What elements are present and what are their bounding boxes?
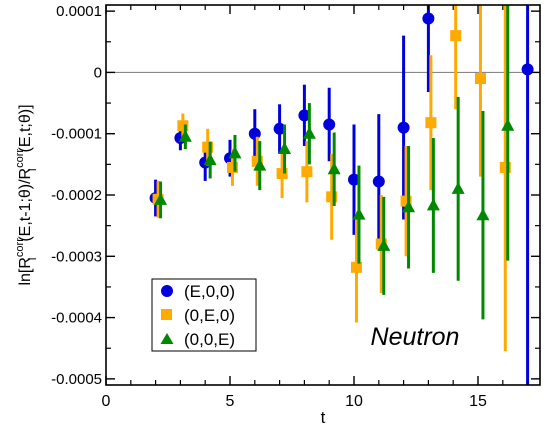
y-tick-label: -0.0005 [51,371,102,388]
y-axis-label-sup1: corr [14,238,26,257]
y-axis-label-sup2: corr [14,149,26,168]
data-point-square [425,117,437,129]
data-point-circle [422,12,435,25]
y-axis-label-sub2: i [27,168,39,170]
x-tick-label: 10 [345,393,363,410]
y-tick-label: -0.0002 [51,187,102,204]
y-axis-label-sub1: i [27,258,39,260]
data-point-circle [397,121,410,134]
data-point-circle [298,109,311,122]
x-tick-label: 0 [102,393,111,410]
data-point-circle [372,175,385,188]
y-axis-label-main: ln[R [17,257,34,285]
y-tick-label: -0.0003 [51,248,102,265]
y-tick-label: -0.0001 [51,126,102,143]
x-axis-label: t [321,408,326,427]
plot-frame [105,4,541,386]
data-point-triangle [302,126,316,139]
series-0 [149,5,534,385]
legend-label-0: (E,0,0) [184,282,235,301]
y-axis-label: ln[Rcorri(E,t-1;θ)/Rcorri(E,t;θ)] [14,104,39,285]
svg-text:ln[Rcorri(E,t-1;θ)/Rcorri(E,t;: ln[Rcorri(E,t-1;θ)/Rcorri(E,t;θ)] [14,104,39,285]
data-point-square [499,161,511,173]
y-axis-label-mid: (E,t-1;θ)/R [17,168,34,242]
y-tick-label: 0 [94,64,102,81]
y-tick-label: 0.0001 [56,3,102,20]
data-point-circle [348,173,360,186]
legend-label-1: (0,E,0) [184,306,235,325]
data-point-square [400,195,412,207]
data-point-triangle [203,153,217,166]
data-point-square [202,141,214,153]
data-point-square [251,155,263,167]
legend: (E,0,0) (0,E,0) (0,0,E) [151,278,257,352]
data-point-square [450,30,462,42]
data-point-triangle [476,208,490,221]
data-point-square [474,73,486,85]
series-2 [154,5,515,320]
data-point-circle [248,127,261,140]
x-tick-label: 15 [469,393,487,410]
data-point-circle [323,118,336,131]
data-point-triangle [253,158,267,171]
data-point-triangle [327,162,341,175]
data-point-triangle [426,198,440,211]
data-point-triangle [352,207,366,220]
data-point-triangle [451,181,465,194]
y-axis-label-end: (E,t;θ)] [17,104,34,152]
data-layer [149,5,534,385]
series-1 [152,5,511,352]
data-point-triangle [402,200,416,213]
legend-marker-circle [161,285,173,297]
data-point-square [301,166,313,178]
legend-marker-triangle [160,333,174,344]
data-point-square [177,120,189,132]
data-point-triangle [154,192,168,205]
annotation-label: Neutron [371,323,460,351]
data-point-triangle [228,146,242,159]
data-point-square [226,161,238,173]
legend-label-2: (0,0,E) [184,330,235,349]
data-point-square [350,261,362,273]
legend-marker-square [161,309,172,320]
data-point-triangle [377,238,391,251]
data-point-triangle [501,118,515,131]
data-point-square [276,168,288,180]
axes-layer: 0 5 10 15 0.0001 0 -0.0001 -0.0002 -0.0003 -0.000… [51,3,540,410]
data-point-circle [521,63,534,76]
data-point-circle [273,122,286,135]
data-point-triangle [278,142,292,155]
x-tick-label: 5 [226,393,235,410]
data-point-triangle [178,129,192,142]
y-tick-label: -0.0004 [51,310,102,327]
data-point-square [326,191,338,203]
